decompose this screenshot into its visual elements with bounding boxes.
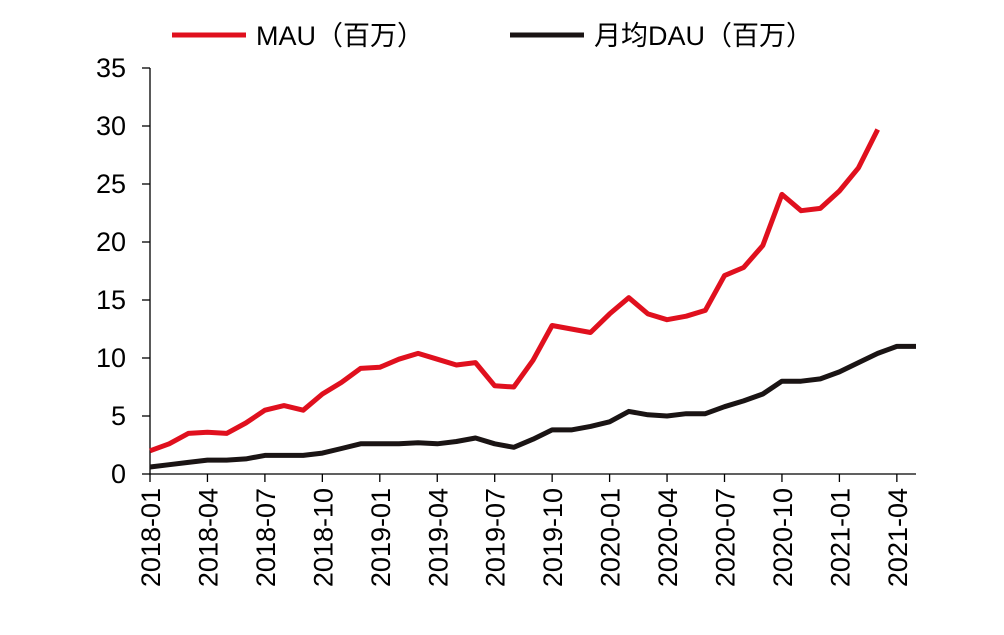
y-tick-label: 10 [96,343,126,373]
x-tick-label: 2020-04 [653,488,683,587]
y-tick-label: 5 [111,401,126,431]
legend-item-mau: MAU（百万） [172,21,424,51]
x-tick-label: 2018-07 [251,488,281,587]
x-tick-label: 2019-01 [366,488,396,587]
x-tick-label: 2020-10 [768,488,798,587]
y-tick-label: 0 [111,459,126,489]
legend-label: MAU（百万） [256,21,424,51]
x-tick-label: 2020-07 [711,488,741,587]
y-tick-label: 30 [96,111,126,141]
x-tick-label: 2018-10 [308,488,338,587]
x-axis: 2018-01 2018-04 2018-07 2018-10 2019-01 2019-… [136,473,916,587]
legend: MAU（百万） 月均DAU（百万） [172,21,813,51]
y-axis: 0 5 10 15 20 25 30 35 [96,53,151,489]
x-tick-label: 2018-01 [136,488,166,587]
x-tick-label: 2018-04 [193,488,223,587]
x-tick-label: 2021-04 [883,488,913,587]
x-tick-label: 2020-01 [596,488,626,587]
legend-item-dau: 月均DAU（百万） [510,21,813,51]
series-line-mau [149,128,880,454]
y-tick-label: 35 [96,53,126,83]
x-tick-label: 2019-07 [481,488,511,587]
legend-label: 月均DAU（百万） [594,21,813,51]
x-tick-label: 2019-10 [538,488,568,587]
y-tick-label: 25 [96,169,126,199]
series-layer [149,128,916,470]
y-tick-label: 20 [96,227,126,257]
y-tick-label: 15 [96,285,126,315]
series-line-dau [149,343,916,470]
x-tick-label: 2021-01 [825,488,855,587]
x-tick-label: 2019-04 [423,488,453,587]
